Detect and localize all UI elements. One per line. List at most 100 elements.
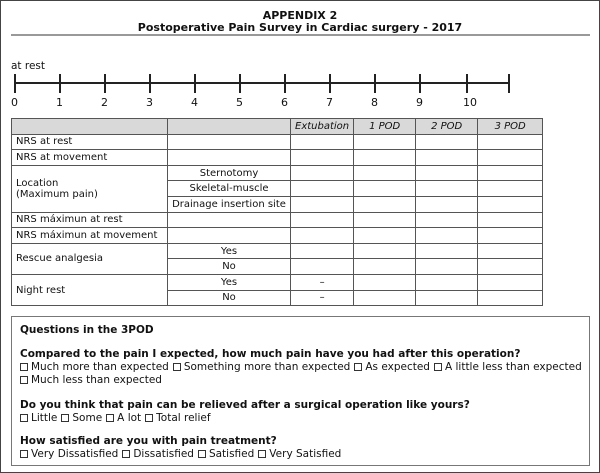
- checkbox-icon[interactable]: [145, 413, 154, 422]
- option[interactable]: Very Satisfied: [258, 448, 341, 460]
- dash-cell: –: [289, 273, 355, 291]
- table-row: Drainage insertion site: [12, 195, 544, 213]
- option[interactable]: Much less than expected: [20, 374, 162, 386]
- cell[interactable]: [415, 258, 479, 275]
- row-label: NRS at movement: [11, 149, 168, 166]
- col-header-2pod: 2 POD: [415, 118, 479, 135]
- checkbox-icon[interactable]: [20, 362, 28, 371]
- option[interactable]: Something more than expected: [172, 361, 350, 373]
- checkbox-icon[interactable]: [197, 449, 206, 458]
- question-1: Compared to the pain I expected, how muc…: [20, 348, 521, 360]
- cell[interactable]: [477, 227, 544, 244]
- table-row: Night rest Yes –: [11, 273, 544, 307]
- cell[interactable]: [353, 133, 417, 151]
- scale-tick[interactable]: [149, 74, 151, 93]
- cell[interactable]: [289, 133, 355, 151]
- table-row: Skeletal-muscle: [12, 180, 544, 197]
- table-row: No –: [12, 289, 544, 307]
- cell[interactable]: [477, 273, 544, 291]
- cell[interactable]: [289, 149, 355, 166]
- location-label: Location: [16, 177, 59, 189]
- cell[interactable]: [289, 258, 355, 275]
- questions-box: Questions in the 3POD Compared to the pa…: [11, 316, 590, 466]
- row-label: Night rest: [11, 273, 168, 307]
- scale-tick[interactable]: [239, 74, 241, 93]
- cell[interactable]: [477, 180, 544, 197]
- cell[interactable]: [353, 242, 417, 260]
- cell[interactable]: [477, 133, 544, 151]
- option[interactable]: A lot: [106, 412, 141, 424]
- scale-tick[interactable]: [374, 74, 376, 93]
- cell[interactable]: [415, 164, 479, 182]
- cell[interactable]: [477, 258, 544, 275]
- checkbox-icon[interactable]: [122, 449, 131, 458]
- cell[interactable]: [289, 227, 355, 244]
- cell[interactable]: [353, 211, 417, 229]
- option-label: As expected: [365, 361, 430, 373]
- cell[interactable]: [289, 242, 355, 260]
- scale-tick[interactable]: [284, 74, 286, 93]
- option[interactable]: As expected: [354, 361, 430, 373]
- option-label: Very Satisfied: [269, 448, 342, 460]
- option[interactable]: Total relief: [145, 412, 211, 424]
- option[interactable]: Satisfied: [197, 448, 254, 460]
- cell[interactable]: [353, 149, 417, 166]
- scale-tick[interactable]: [194, 74, 196, 93]
- checkbox-icon[interactable]: [61, 413, 70, 422]
- row-label-location: Location (Maximum pain): [11, 164, 168, 213]
- option[interactable]: Some: [61, 412, 102, 424]
- checkbox-icon[interactable]: [20, 375, 28, 384]
- scale-tick[interactable]: [508, 74, 510, 93]
- cell[interactable]: [415, 289, 479, 307]
- option-label: Much more than expected: [31, 361, 169, 373]
- cell[interactable]: [289, 180, 355, 197]
- checkbox-icon[interactable]: [172, 362, 181, 371]
- scale-tick-label: 4: [191, 96, 198, 109]
- checkbox-icon[interactable]: [354, 362, 363, 371]
- cell[interactable]: [477, 164, 544, 182]
- scale-tick-label: 3: [146, 96, 153, 109]
- cell[interactable]: [415, 227, 479, 244]
- cell[interactable]: [289, 211, 355, 229]
- scale-tick[interactable]: [59, 74, 61, 93]
- cell[interactable]: [415, 195, 479, 213]
- scale-tick-label: 2: [101, 96, 108, 109]
- checkbox-icon[interactable]: [20, 449, 28, 458]
- cell[interactable]: [477, 149, 544, 166]
- cell[interactable]: [289, 195, 355, 213]
- cell[interactable]: [353, 273, 417, 291]
- option[interactable]: Little: [20, 412, 57, 424]
- cell[interactable]: [477, 289, 544, 307]
- cell[interactable]: [477, 195, 544, 213]
- cell[interactable]: [477, 242, 544, 260]
- cell[interactable]: [353, 258, 417, 275]
- option[interactable]: Dissatisfied: [122, 448, 194, 460]
- appendix-title: APPENDIX 2: [262, 9, 338, 22]
- scale-tick[interactable]: [466, 74, 468, 93]
- scale-tick[interactable]: [14, 74, 16, 93]
- checkbox-icon[interactable]: [106, 413, 115, 422]
- scale-tick[interactable]: [104, 74, 106, 93]
- cell[interactable]: [353, 180, 417, 197]
- cell[interactable]: [353, 227, 417, 244]
- option[interactable]: A little less than expected: [433, 361, 582, 373]
- cell[interactable]: [415, 242, 479, 260]
- cell[interactable]: [415, 273, 479, 291]
- checkbox-icon[interactable]: [433, 362, 442, 371]
- cell[interactable]: [353, 164, 417, 182]
- checkbox-icon[interactable]: [20, 413, 28, 422]
- cell[interactable]: [415, 149, 479, 166]
- cell[interactable]: [415, 211, 479, 229]
- checkbox-icon[interactable]: [258, 449, 267, 458]
- cell[interactable]: [289, 164, 355, 182]
- cell[interactable]: [477, 211, 544, 229]
- scale-tick[interactable]: [329, 74, 331, 93]
- cell[interactable]: [415, 133, 479, 151]
- cell[interactable]: [415, 180, 479, 197]
- option[interactable]: Much more than expected: [20, 361, 169, 373]
- option[interactable]: Very Dissatisfied: [20, 448, 118, 460]
- scale-tick[interactable]: [419, 74, 421, 93]
- cell[interactable]: [353, 289, 417, 307]
- cell[interactable]: [353, 195, 417, 213]
- scale-tick-label: 6: [281, 96, 288, 109]
